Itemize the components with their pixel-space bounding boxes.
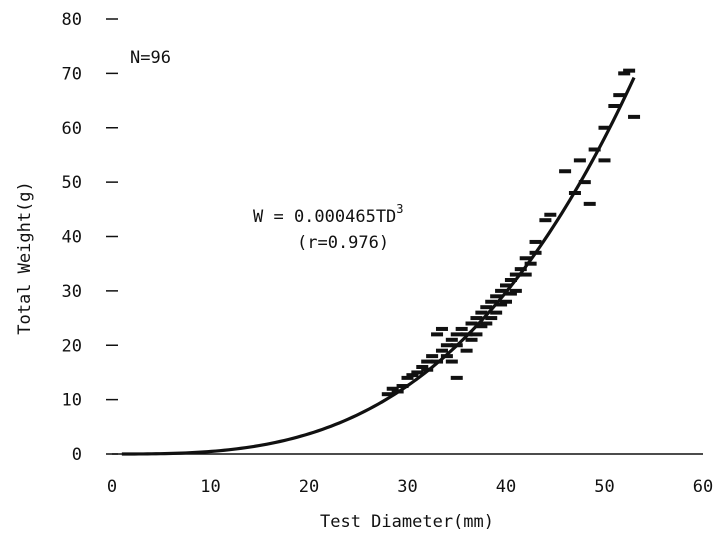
data-point	[401, 375, 414, 380]
data-point	[598, 125, 611, 130]
data-point	[445, 337, 458, 342]
x-tick-label: 10	[200, 477, 220, 497]
data-point	[544, 212, 557, 217]
data-point	[440, 343, 453, 348]
data-point	[445, 359, 458, 364]
x-tick-label: 60	[693, 477, 713, 497]
data-point	[450, 343, 463, 348]
data-point	[470, 316, 483, 321]
data-point	[421, 359, 434, 364]
y-tick-label: 60	[62, 119, 82, 139]
data-point	[628, 114, 641, 119]
correlation-label: (r=0.976)	[297, 233, 389, 253]
sample-size-label: N=96	[130, 48, 171, 68]
data-point	[475, 324, 488, 329]
data-point	[465, 321, 478, 326]
data-point	[598, 158, 611, 163]
data-point	[455, 326, 468, 331]
data-point	[440, 354, 453, 359]
x-axis-title: Test Diameter(mm)	[320, 512, 494, 532]
data-point	[416, 365, 429, 369]
data-point	[500, 299, 512, 304]
y-tick-label: 80	[62, 10, 82, 30]
tick-marks	[106, 18, 118, 455]
x-tick-label: 0	[107, 477, 117, 497]
x-tick-label: 20	[299, 477, 319, 497]
data-point	[608, 104, 621, 108]
data-point	[435, 348, 448, 353]
data-point	[623, 68, 636, 73]
data-point	[573, 158, 586, 163]
data-point	[588, 147, 601, 152]
data-point	[529, 239, 542, 244]
data-point	[391, 389, 404, 394]
data-point	[470, 332, 483, 337]
y-tick-label: 20	[62, 336, 82, 356]
data-point	[475, 310, 488, 315]
data-point	[495, 302, 508, 307]
equation-text: W = 0.000465TD	[253, 207, 396, 227]
data-point	[450, 375, 463, 380]
equation-label: W = 0.000465TD3	[253, 202, 404, 227]
data-point	[583, 201, 596, 206]
data-point	[431, 332, 444, 337]
data-point	[618, 71, 631, 76]
data-point	[524, 261, 537, 266]
data-point	[578, 180, 591, 185]
data-point	[504, 291, 517, 296]
y-tick-label: 0	[72, 445, 82, 465]
data-point	[529, 250, 542, 255]
data-point	[519, 272, 532, 277]
x-tick-label: 40	[496, 477, 516, 497]
data-point	[613, 93, 626, 98]
data-point	[460, 348, 473, 353]
data-point	[480, 321, 493, 326]
data-point	[490, 294, 503, 299]
data-point	[421, 367, 434, 372]
fit-curve-layer	[121, 76, 636, 456]
data-point	[500, 283, 512, 288]
data-point	[485, 299, 498, 304]
data-point	[509, 272, 522, 277]
x-tick-label: 30	[397, 477, 417, 497]
x-tick-label: 50	[594, 477, 614, 497]
data-point	[381, 392, 394, 397]
data-point	[406, 373, 419, 378]
data-point	[504, 278, 517, 282]
data-point	[559, 169, 572, 174]
data-point	[539, 218, 552, 223]
data-point	[386, 386, 399, 391]
tick-labels: 0 10 20 30 40 50 60 70 80 0 10 20 30 40 50 60	[62, 10, 714, 497]
y-tick-label: 10	[62, 391, 82, 411]
y-tick-label: 50	[62, 173, 82, 193]
data-point	[435, 326, 448, 331]
data-point	[460, 332, 473, 337]
data-point	[485, 316, 498, 321]
y-tick-label: 40	[62, 228, 82, 248]
data-point	[495, 288, 508, 293]
data-point	[490, 310, 503, 315]
data-point	[465, 337, 478, 342]
data-point	[396, 384, 409, 389]
data-point	[411, 370, 424, 375]
data-point	[480, 305, 493, 310]
data-point	[519, 256, 532, 261]
data-point	[509, 288, 522, 293]
data-point	[431, 359, 444, 364]
data-points	[381, 68, 641, 397]
y-tick-label: 30	[62, 282, 82, 302]
fit-curve	[121, 76, 636, 456]
data-point	[514, 267, 527, 272]
data-point	[426, 354, 439, 359]
equation-exponent: 3	[396, 202, 403, 216]
data-point	[568, 191, 581, 195]
data-point	[450, 332, 463, 337]
y-tick-label: 70	[62, 64, 82, 84]
y-axis-title: Total Weight(g)	[15, 181, 35, 335]
